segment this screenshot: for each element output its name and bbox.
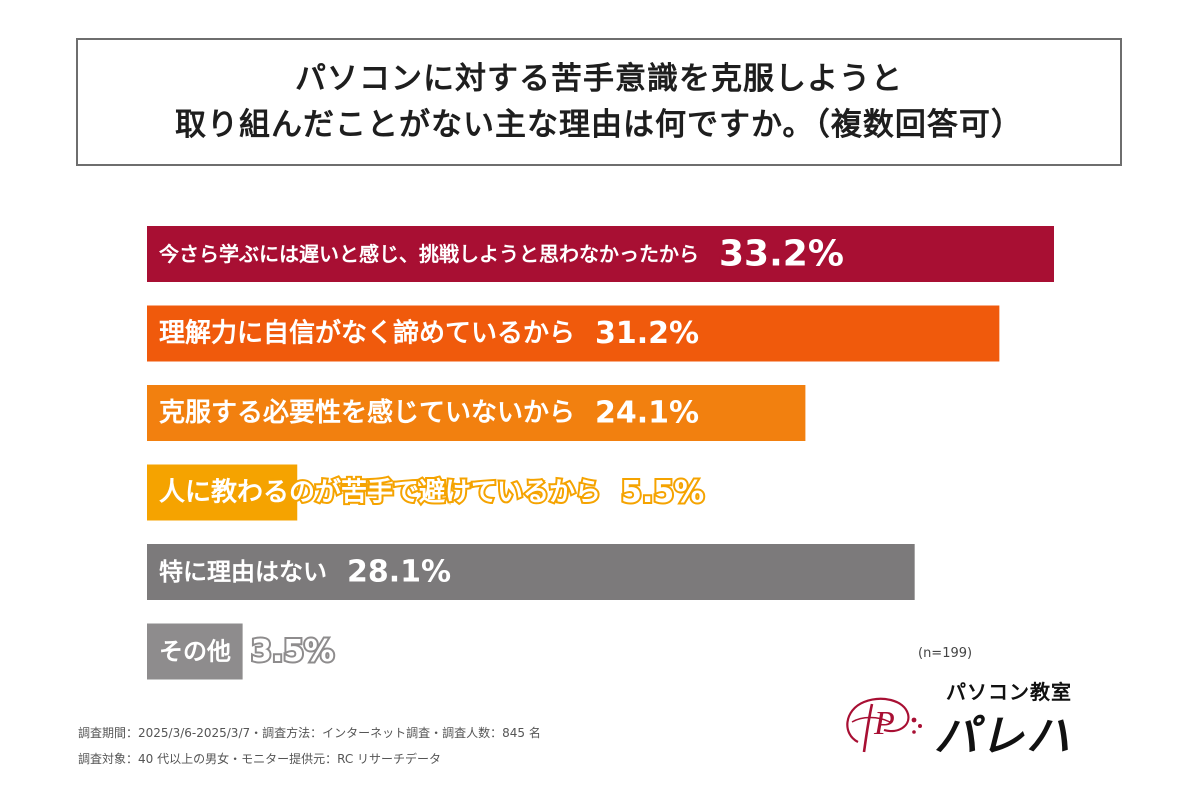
bar-label-6: その他: [159, 638, 231, 666]
bar-value-5: 28.1%: [347, 555, 451, 590]
logo-mark-icon: P: [846, 697, 922, 753]
bar-label-1: 今さら学ぶには遅いと感じ、挑戦しようと思わなかったから: [159, 242, 699, 266]
bar-6: [147, 623, 243, 680]
logo-subtitle: パソコン教室: [946, 680, 1072, 704]
bar-5: [147, 544, 915, 600]
bar-label-3: 克服する必要性を感じていないから: [159, 398, 575, 428]
sample-size-label: (n=199): [918, 646, 973, 661]
logo-mark-letter: P: [873, 705, 895, 742]
title-box: パソコンに対する苦手意識を克服しようと 取り組んだことがない主な理由は何ですか。…: [76, 38, 1122, 166]
bar-value-6: 3.5%: [251, 634, 334, 669]
bar-label-4: 人に教わるのが苦手で避けているから: [159, 477, 601, 508]
logo-wordmark: パレハ: [934, 711, 1072, 762]
bar-value-1: 33.2%: [719, 234, 844, 275]
bar-3: [147, 385, 806, 441]
logo: P パソコン教室 パレハ: [838, 676, 1108, 762]
bar-value-2: 31.2%: [595, 316, 699, 351]
bar-1: [147, 226, 1054, 282]
bar-label-2: 理解力に自信がなく諦めているから: [159, 318, 575, 349]
bar-value-3: 24.1%: [595, 396, 699, 431]
survey-period-footnote: 調査期間：2025/3/6-2025/3/7・調査方法：インターネット調査・調査…: [78, 726, 541, 740]
bar-label-5: 特に理由はない: [159, 558, 327, 586]
survey-target-footnote: 調査対象：40 代以上の男女・モニター提供元：RC リサーチデータ: [78, 752, 442, 766]
bar-value-4: 5.5%: [621, 475, 704, 510]
bar-2: [147, 305, 1000, 362]
chart-title-line-2: 取り組んだことがない主な理由は何ですか。（複数回答可）: [175, 107, 1023, 143]
chart-title-line-1: パソコンに対する苦手意識を克服しようと: [295, 61, 903, 97]
bar-4: [147, 464, 298, 521]
